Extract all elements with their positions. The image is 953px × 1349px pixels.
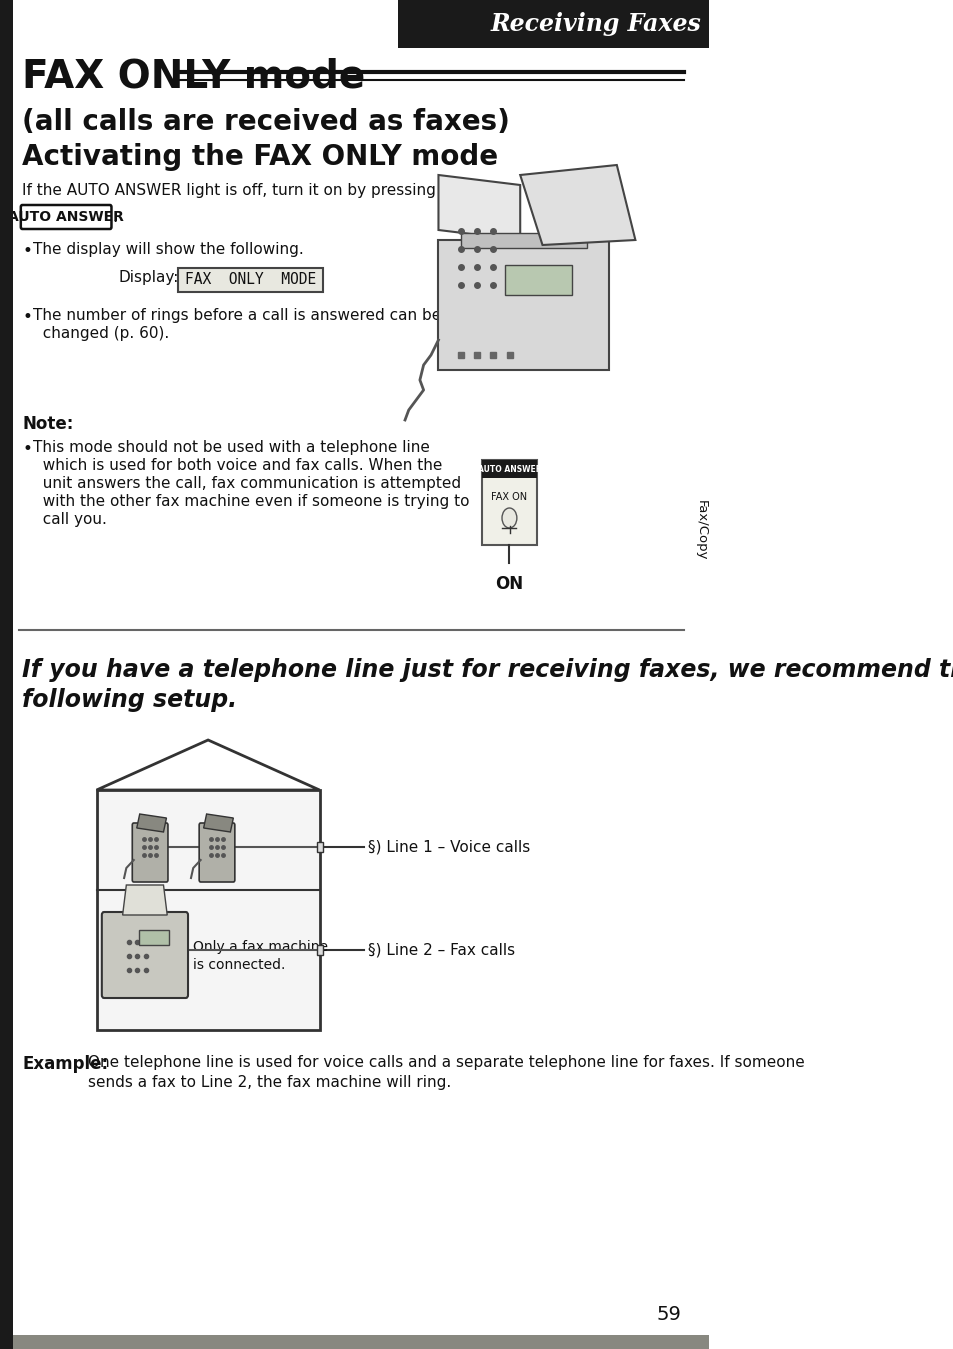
Text: sends a fax to Line 2, the fax machine will ring.: sends a fax to Line 2, the fax machine w… — [88, 1075, 451, 1090]
Text: ON: ON — [495, 575, 523, 594]
Text: •: • — [22, 241, 32, 260]
Text: If you have a telephone line just for receiving faxes, we recommend the: If you have a telephone line just for re… — [22, 658, 953, 683]
Polygon shape — [96, 741, 319, 791]
Text: 59: 59 — [656, 1306, 680, 1325]
Bar — [0, 0, 13, 1349]
Text: Display:: Display: — [119, 270, 179, 285]
Text: •: • — [22, 440, 32, 459]
Text: FAX ONLY mode: FAX ONLY mode — [22, 58, 365, 96]
Bar — [316, 842, 322, 853]
Text: One telephone line is used for voice calls and a separate telephone line for fax: One telephone line is used for voice cal… — [88, 1055, 803, 1070]
Bar — [481, 460, 537, 545]
Text: Receiving Faxes: Receiving Faxes — [490, 12, 700, 36]
Text: is connected.: is connected. — [193, 958, 285, 973]
Text: FAX ON: FAX ON — [491, 492, 527, 502]
Bar — [460, 233, 586, 248]
Text: Activating the FAX ONLY mode: Activating the FAX ONLY mode — [22, 143, 497, 171]
FancyBboxPatch shape — [21, 205, 112, 229]
Text: Example:: Example: — [22, 1055, 109, 1072]
Text: Note:: Note: — [22, 415, 73, 433]
Polygon shape — [136, 813, 166, 832]
Text: call you.: call you. — [32, 513, 107, 527]
Text: FAX  ONLY  MODE: FAX ONLY MODE — [185, 272, 316, 287]
Text: AUTO ANSWER: AUTO ANSWER — [477, 464, 540, 473]
Bar — [0, 1336, 708, 1349]
Polygon shape — [438, 175, 519, 240]
Bar — [397, 0, 708, 49]
Text: The number of rings before a call is answered can be: The number of rings before a call is ans… — [32, 308, 440, 322]
Text: following setup.: following setup. — [22, 688, 237, 712]
Text: §) Line 1 – Voice calls: §) Line 1 – Voice calls — [368, 839, 530, 854]
Text: AUTO ANSWER: AUTO ANSWER — [9, 210, 124, 224]
Text: •: • — [22, 308, 32, 326]
Bar — [481, 460, 537, 478]
Text: (all calls are received as faxes): (all calls are received as faxes) — [22, 108, 510, 136]
Text: If the AUTO ANSWER light is off, turn it on by pressing: If the AUTO ANSWER light is off, turn it… — [22, 183, 436, 198]
Text: The display will show the following.: The display will show the following. — [32, 241, 303, 258]
FancyBboxPatch shape — [102, 912, 188, 998]
Bar — [505, 264, 572, 295]
Polygon shape — [203, 813, 233, 832]
Text: §) Line 2 – Fax calls: §) Line 2 – Fax calls — [368, 943, 515, 958]
Bar — [139, 929, 169, 946]
Text: unit answers the call, fax communication is attempted: unit answers the call, fax communication… — [32, 476, 460, 491]
Bar — [96, 791, 319, 1031]
Polygon shape — [519, 165, 635, 246]
Text: .: . — [112, 208, 117, 227]
Text: This mode should not be used with a telephone line: This mode should not be used with a tele… — [32, 440, 429, 455]
FancyBboxPatch shape — [132, 823, 168, 882]
Bar — [178, 268, 323, 291]
Text: Fax/Copy: Fax/Copy — [694, 499, 706, 560]
Circle shape — [501, 509, 517, 527]
Bar — [438, 240, 609, 370]
Text: changed (p. 60).: changed (p. 60). — [32, 326, 169, 341]
Bar — [316, 946, 322, 955]
Text: which is used for both voice and fax calls. When the: which is used for both voice and fax cal… — [32, 459, 441, 473]
Text: with the other fax machine even if someone is trying to: with the other fax machine even if someo… — [32, 494, 469, 509]
Text: Only a fax machine: Only a fax machine — [193, 940, 328, 954]
FancyBboxPatch shape — [199, 823, 234, 882]
Polygon shape — [123, 885, 167, 915]
